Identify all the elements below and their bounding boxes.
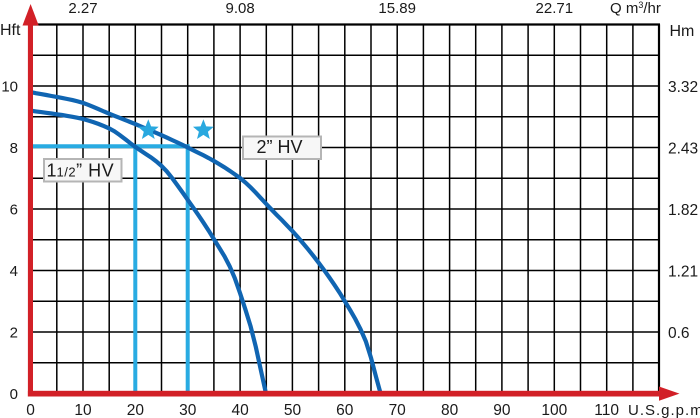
svg-text:10: 10 [74,402,92,418]
svg-text:0: 0 [10,386,18,403]
svg-text:2.27: 2.27 [68,0,97,17]
svg-text:110: 110 [594,402,619,418]
svg-text:15.89: 15.89 [378,0,416,17]
svg-text:9.08: 9.08 [225,0,254,17]
svg-text:0.6: 0.6 [668,325,690,342]
svg-text:Hft: Hft [0,22,21,39]
svg-text:1.21: 1.21 [668,263,698,280]
svg-text:0: 0 [26,402,35,418]
svg-text:10: 10 [1,79,18,96]
svg-text:70: 70 [389,402,407,418]
svg-text:22.71: 22.71 [536,0,574,17]
svg-text:100: 100 [541,402,567,418]
svg-text:90: 90 [493,402,511,418]
svg-text:1.82: 1.82 [668,202,698,219]
svg-text:4: 4 [10,263,18,280]
svg-text:60: 60 [336,402,354,418]
svg-text:2.43: 2.43 [668,140,698,157]
svg-text:30: 30 [179,402,197,418]
svg-text:3.32: 3.32 [668,79,698,96]
svg-text:2: 2 [10,325,18,342]
svg-text:Hm: Hm [670,23,695,40]
svg-text:40: 40 [231,402,249,418]
svg-text:6: 6 [10,202,18,219]
svg-text:11/2” HV: 11/2” HV [47,161,115,181]
svg-text:80: 80 [441,402,459,418]
svg-text:8: 8 [10,140,18,157]
svg-text:Q m3/hr: Q m3/hr [610,0,661,17]
svg-text:20: 20 [127,402,145,418]
svg-text:U.S.g.p.m: U.S.g.p.m [628,402,700,418]
svg-text:2” HV: 2” HV [256,137,302,157]
svg-text:50: 50 [284,402,302,418]
